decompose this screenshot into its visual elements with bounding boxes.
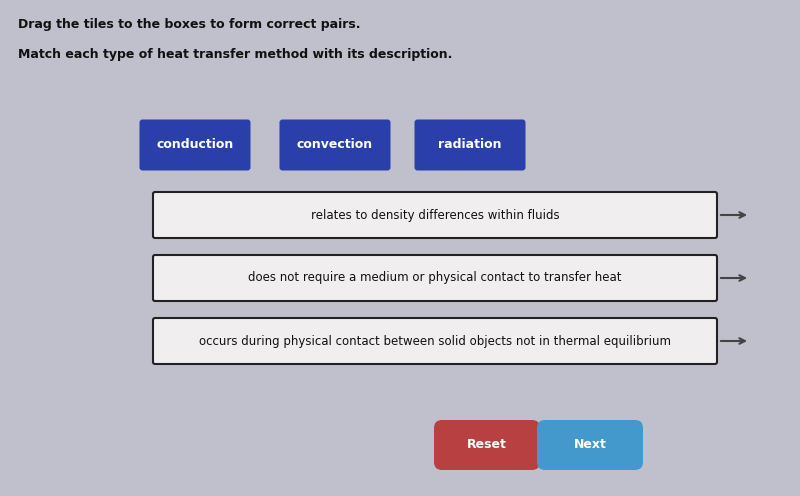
Text: occurs during physical contact between solid objects not in thermal equilibrium: occurs during physical contact between s… [199,334,671,348]
FancyBboxPatch shape [139,120,250,171]
FancyBboxPatch shape [537,420,643,470]
Text: Match each type of heat transfer method with its description.: Match each type of heat transfer method … [18,48,452,61]
Text: convection: convection [297,138,373,151]
FancyBboxPatch shape [153,318,717,364]
FancyBboxPatch shape [414,120,526,171]
FancyBboxPatch shape [434,420,540,470]
FancyBboxPatch shape [153,192,717,238]
Text: Next: Next [574,438,606,451]
FancyBboxPatch shape [279,120,390,171]
Text: Reset: Reset [467,438,507,451]
Text: radiation: radiation [438,138,502,151]
Text: relates to density differences within fluids: relates to density differences within fl… [310,208,559,222]
Text: does not require a medium or physical contact to transfer heat: does not require a medium or physical co… [248,271,622,285]
Text: conduction: conduction [156,138,234,151]
FancyBboxPatch shape [153,255,717,301]
Text: Drag the tiles to the boxes to form correct pairs.: Drag the tiles to the boxes to form corr… [18,18,361,31]
